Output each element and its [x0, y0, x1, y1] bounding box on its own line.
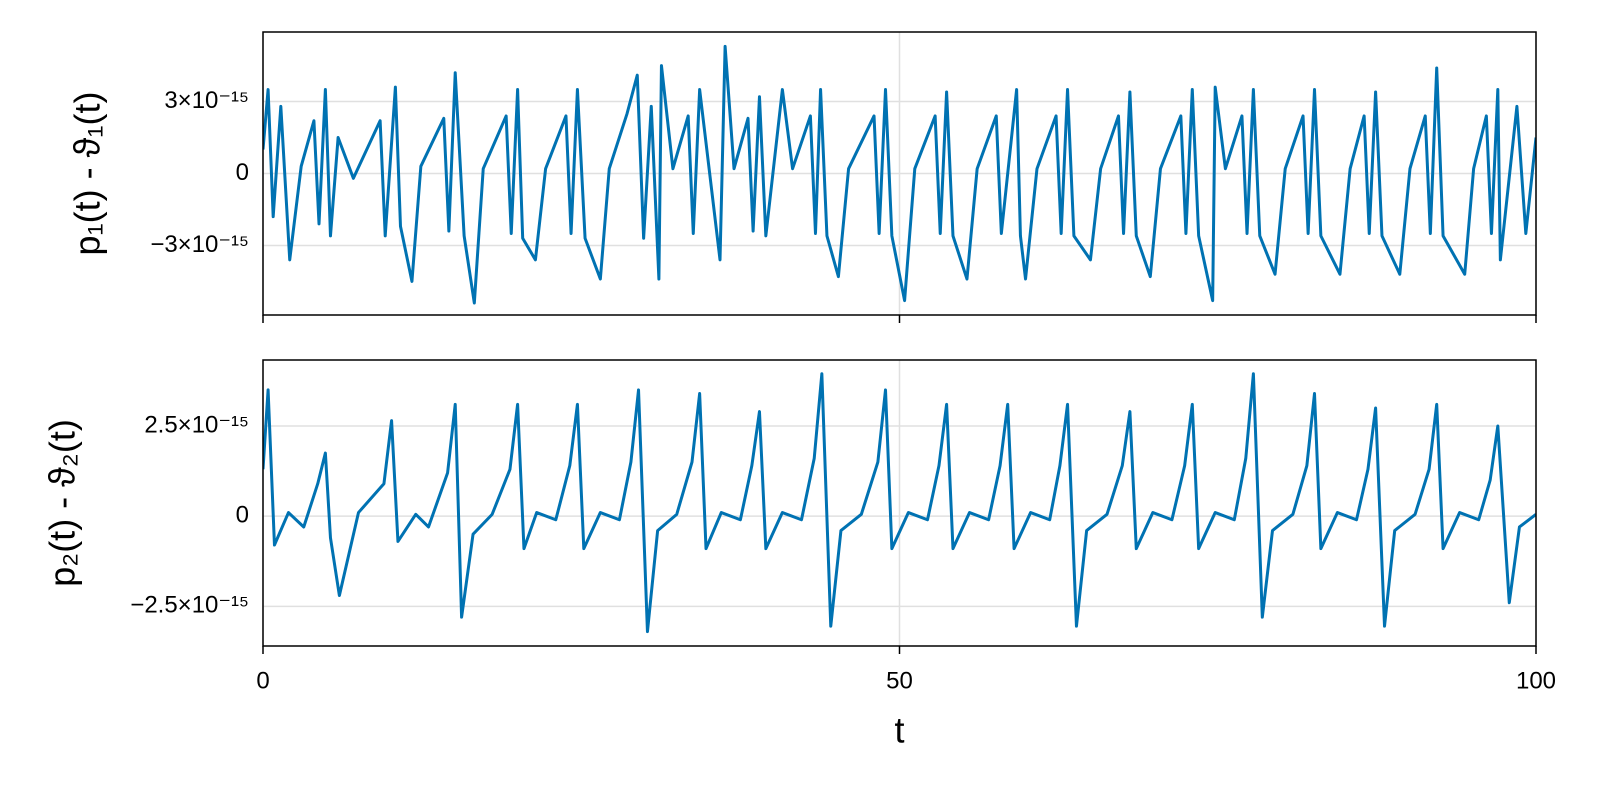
y-tick-label: 0 [236, 159, 249, 186]
y-tick-label: 2.5×10⁻¹⁵ [144, 411, 249, 438]
y-tick-label: −3×10⁻¹⁵ [150, 231, 249, 258]
x-tick-label: 50 [886, 667, 913, 694]
y-tick-label: −2.5×10⁻¹⁵ [130, 592, 249, 619]
y-tick-label: 0 [236, 502, 249, 529]
x-axis-label: t [894, 710, 904, 751]
y-axis-label: p₁(t) - ϑ₁(t) [67, 92, 108, 256]
y-tick-label: 3×10⁻¹⁵ [164, 87, 249, 114]
data-line [263, 44, 1536, 305]
x-tick-label: 100 [1516, 667, 1556, 694]
y-axis-label: p₂(t) - ϑ₂(t) [42, 419, 83, 587]
data-line [263, 372, 1536, 634]
x-tick-label: 0 [256, 667, 269, 694]
